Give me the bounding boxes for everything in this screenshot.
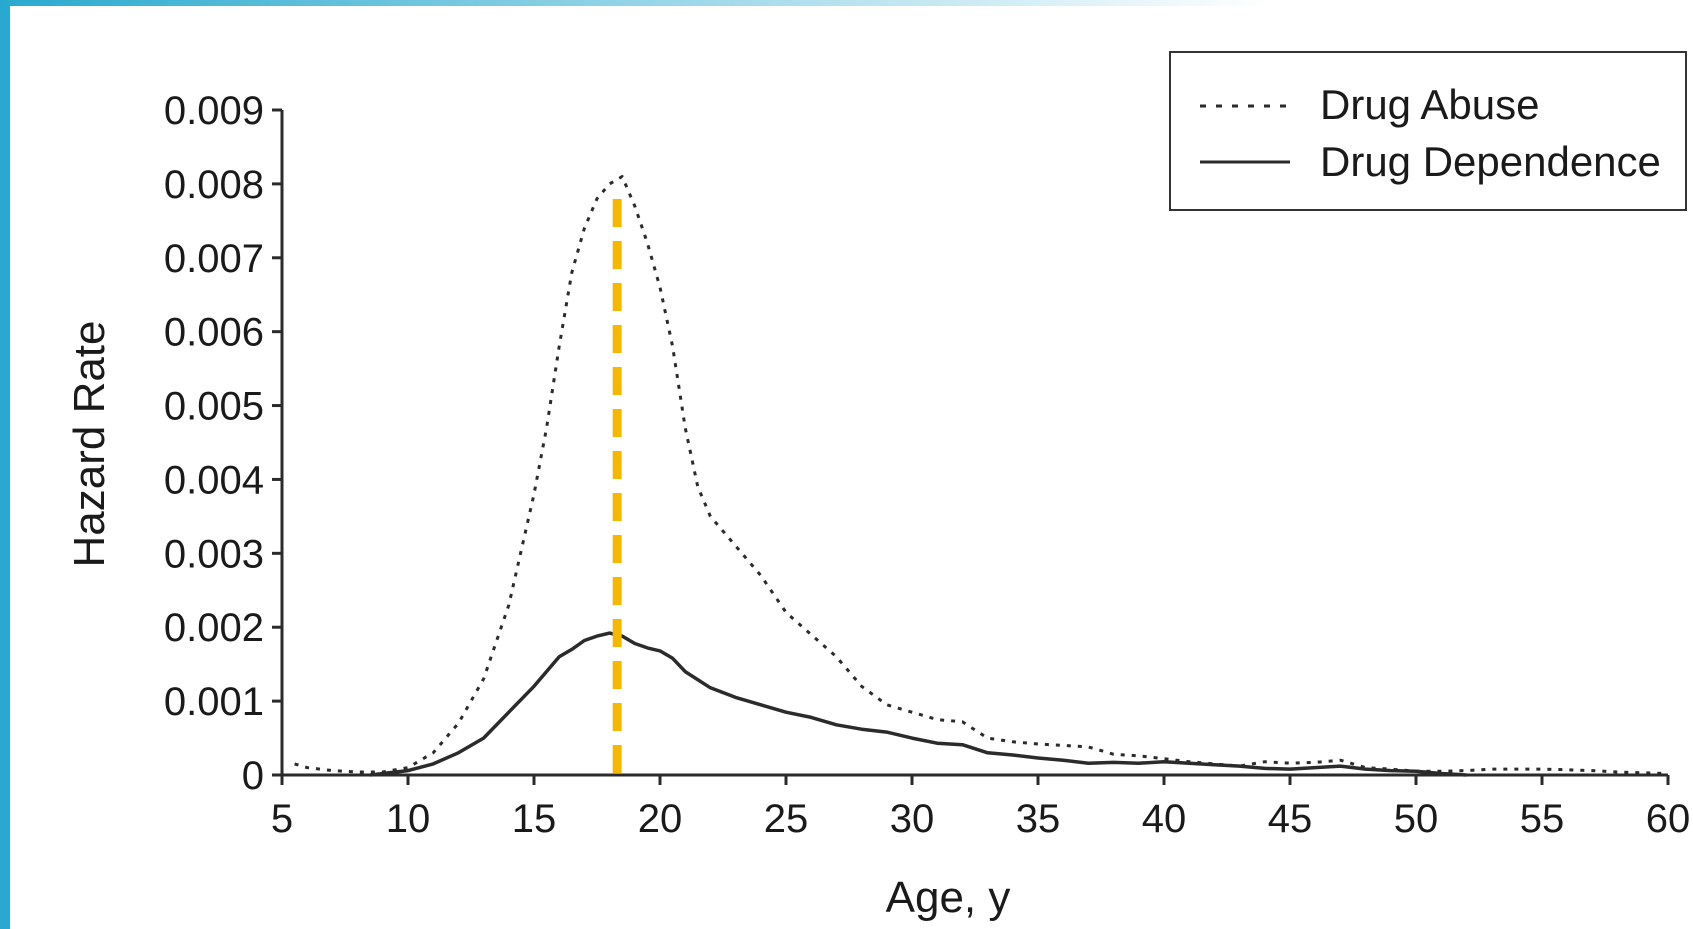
y-tick-label: 0.007 [164, 237, 264, 281]
y-tick-label: 0 [242, 754, 264, 798]
y-tick-label: 0.006 [164, 311, 264, 355]
legend-box [1169, 51, 1687, 211]
x-tick-label: 50 [1394, 797, 1439, 841]
x-tick-label: 10 [386, 797, 431, 841]
x-tick-label: 45 [1268, 797, 1313, 841]
series-line-drug-abuse [294, 175, 1669, 775]
y-tick-label: 0.003 [164, 532, 264, 576]
x-tick-label: 20 [638, 797, 683, 841]
y-tick-label: 0.005 [164, 385, 264, 429]
x-tick-label: 5 [271, 797, 293, 841]
x-tick-label: 25 [764, 797, 809, 841]
x-tick-label: 15 [512, 797, 557, 841]
legend-label-drug-dependence: Drug Dependence [1320, 138, 1661, 185]
legend: Drug Abuse Drug Dependence [1169, 51, 1687, 211]
accent-bar-top [0, 0, 1693, 6]
y-tick-label: 0.009 [164, 89, 264, 133]
x-tick-label: 30 [890, 797, 935, 841]
x-tick-label: 40 [1142, 797, 1187, 841]
x-tick-label: 60 [1646, 797, 1691, 841]
y-tick-label: 0.004 [164, 458, 264, 502]
x-tick-label: 35 [1016, 797, 1061, 841]
y-axis-label: Hazard Rate [65, 320, 114, 567]
y-tick-label: 0.002 [164, 606, 264, 650]
legend-label-drug-abuse: Drug Abuse [1320, 81, 1539, 128]
x-tick-label: 55 [1520, 797, 1565, 841]
accent-bar-left [0, 0, 10, 929]
series-line-drug-dependence [369, 631, 1467, 777]
y-tick-label: 0.001 [164, 680, 264, 724]
x-axis-label: Age, y [886, 873, 1011, 922]
y-tick-label: 0.008 [164, 163, 264, 207]
